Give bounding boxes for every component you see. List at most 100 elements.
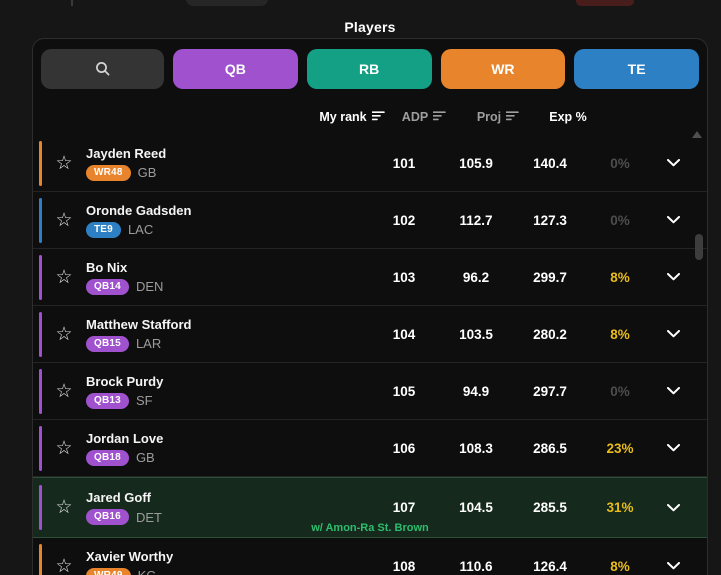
position-filter-button[interactable]: WR xyxy=(440,49,566,89)
column-header[interactable]: Exp % xyxy=(535,110,601,124)
column-header[interactable]: My rank xyxy=(317,110,387,124)
player-row[interactable]: ☆ Xavier Worthy WR49 KC 108 110.6 126.4 … xyxy=(33,538,707,575)
expand-chevron-icon[interactable] xyxy=(653,249,693,305)
position-filter-button[interactable]: QB xyxy=(173,49,298,89)
favorite-star-icon[interactable]: ☆ xyxy=(42,135,86,191)
scrollbar-thumb[interactable] xyxy=(695,234,703,260)
search-icon xyxy=(95,61,111,77)
position-filter-label: QB xyxy=(224,61,246,77)
expand-chevron-icon[interactable] xyxy=(653,192,693,248)
player-row[interactable]: ☆ Bo Nix QB14 DEN 103 96.2 299.7 8% xyxy=(33,249,707,306)
page-title: Players xyxy=(344,19,396,35)
favorite-star-icon[interactable]: ☆ xyxy=(42,363,86,419)
players-panel: QB RB WR TE My rank xyxy=(32,38,708,575)
position-accent-bar xyxy=(39,254,42,300)
my-rank-value: 102 xyxy=(392,212,416,228)
my-rank-value: 108 xyxy=(392,558,416,574)
position-filter-button[interactable]: TE xyxy=(574,49,699,89)
exposure-value: 0% xyxy=(610,383,630,399)
player-team: DEN xyxy=(135,279,164,294)
expand-chevron-icon[interactable] xyxy=(653,478,693,537)
position-accent-bar xyxy=(39,368,42,414)
favorite-star-icon[interactable]: ☆ xyxy=(42,249,86,305)
my-rank-value: 103 xyxy=(392,269,416,285)
position-accent-bar xyxy=(39,485,42,530)
sort-icon xyxy=(432,110,447,124)
adp-value: 105.9 xyxy=(459,155,493,171)
player-row[interactable]: ☆ Matthew Stafford QB15 LAR 104 103.5 28… xyxy=(33,306,707,363)
my-rank-value: 106 xyxy=(392,440,416,456)
player-subline: QB18 GB xyxy=(86,449,369,466)
favorite-star-icon[interactable]: ☆ xyxy=(42,420,86,476)
position-rank-badge: TE9 xyxy=(86,221,121,238)
player-info: Matthew Stafford QB15 LAR xyxy=(86,317,369,352)
proj-value: 299.7 xyxy=(533,269,567,285)
position-filter-label: WR xyxy=(491,61,515,77)
player-subline: QB15 LAR xyxy=(86,335,369,352)
my-rank-value: 105 xyxy=(392,383,416,399)
player-row[interactable]: ☆ Jared Goff QB16 DET 107 104.5 285.5 31… xyxy=(33,477,707,538)
expand-chevron-icon[interactable] xyxy=(653,306,693,362)
adp-value: 110.6 xyxy=(459,558,493,574)
position-rank-badge: WR48 xyxy=(86,164,131,181)
exposure-value: 8% xyxy=(610,269,630,285)
proj-value: 280.2 xyxy=(533,326,567,342)
position-filters: QB RB WR TE xyxy=(173,49,699,89)
player-row[interactable]: ☆ Oronde Gadsden TE9 LAC 102 112.7 127.3… xyxy=(33,192,707,249)
adp-value: 103.5 xyxy=(459,326,493,342)
player-info: Brock Purdy QB13 SF xyxy=(86,374,369,409)
position-rank-badge: QB16 xyxy=(86,509,129,525)
exposure-value: 0% xyxy=(610,155,630,171)
filter-toolbar: QB RB WR TE xyxy=(33,39,707,98)
player-row[interactable]: ☆ Brock Purdy QB13 SF 105 94.9 297.7 0% xyxy=(33,363,707,420)
expand-chevron-icon[interactable] xyxy=(653,363,693,419)
favorite-star-icon[interactable]: ☆ xyxy=(42,192,86,248)
player-subline: QB14 DEN xyxy=(86,278,369,295)
column-header[interactable]: ADP xyxy=(387,110,461,124)
adp-value: 104.5 xyxy=(459,500,493,515)
position-accent-bar xyxy=(39,311,42,357)
position-rank-badge: WR49 xyxy=(86,567,131,575)
player-info: Bo Nix QB14 DEN xyxy=(86,260,369,295)
player-subline: TE9 LAC xyxy=(86,221,369,238)
expand-chevron-icon[interactable] xyxy=(653,538,693,575)
proj-value: 285.5 xyxy=(533,500,567,515)
cutoff-top-red-button xyxy=(576,0,634,6)
exposure-value: 8% xyxy=(610,558,630,574)
position-accent-bar xyxy=(39,543,42,575)
player-info: Xavier Worthy WR49 KC xyxy=(86,549,369,575)
proj-value: 140.4 xyxy=(533,155,567,171)
player-list: ☆ Jayden Reed WR48 GB 101 105.9 140.4 0% xyxy=(33,135,707,575)
player-info: Oronde Gadsden TE9 LAC xyxy=(86,203,369,238)
favorite-star-icon[interactable]: ☆ xyxy=(42,538,86,575)
favorite-star-icon[interactable]: ☆ xyxy=(42,306,86,362)
player-subline: QB16 DET xyxy=(86,509,369,525)
proj-value: 297.7 xyxy=(533,383,567,399)
player-team: GB xyxy=(135,450,155,465)
player-info: Jayden Reed WR48 GB xyxy=(86,146,369,181)
column-header-label: My rank xyxy=(319,109,367,124)
sort-icon xyxy=(371,110,385,124)
expand-chevron-icon[interactable] xyxy=(653,420,693,476)
header-columns: My rank ADP xyxy=(317,110,601,124)
column-header[interactable]: Proj xyxy=(461,110,535,124)
player-subline: QB13 SF xyxy=(86,392,369,409)
table-header: My rank ADP xyxy=(33,98,707,135)
my-rank-value: 104 xyxy=(392,326,416,342)
player-name: Matthew Stafford xyxy=(86,316,192,332)
position-filter-button[interactable]: RB xyxy=(306,49,432,89)
player-team: LAR xyxy=(135,336,162,351)
column-header-label: Proj xyxy=(476,109,502,124)
player-row[interactable]: ☆ Jordan Love QB18 GB 106 108.3 286.5 23… xyxy=(33,420,707,477)
position-rank-badge: QB14 xyxy=(86,278,129,295)
sort-icon xyxy=(505,110,519,124)
favorite-star-icon[interactable]: ☆ xyxy=(42,478,86,537)
search-button[interactable] xyxy=(41,49,164,89)
adp-value: 112.7 xyxy=(459,212,493,228)
expand-chevron-icon[interactable] xyxy=(653,135,693,191)
player-name: Xavier Worthy xyxy=(86,548,174,564)
scrollbar-up-arrow-icon[interactable] xyxy=(692,131,702,138)
player-row[interactable]: ☆ Jayden Reed WR48 GB 101 105.9 140.4 0% xyxy=(33,135,707,192)
cutoff-top-button xyxy=(186,0,268,6)
position-rank-badge: QB15 xyxy=(86,335,129,352)
